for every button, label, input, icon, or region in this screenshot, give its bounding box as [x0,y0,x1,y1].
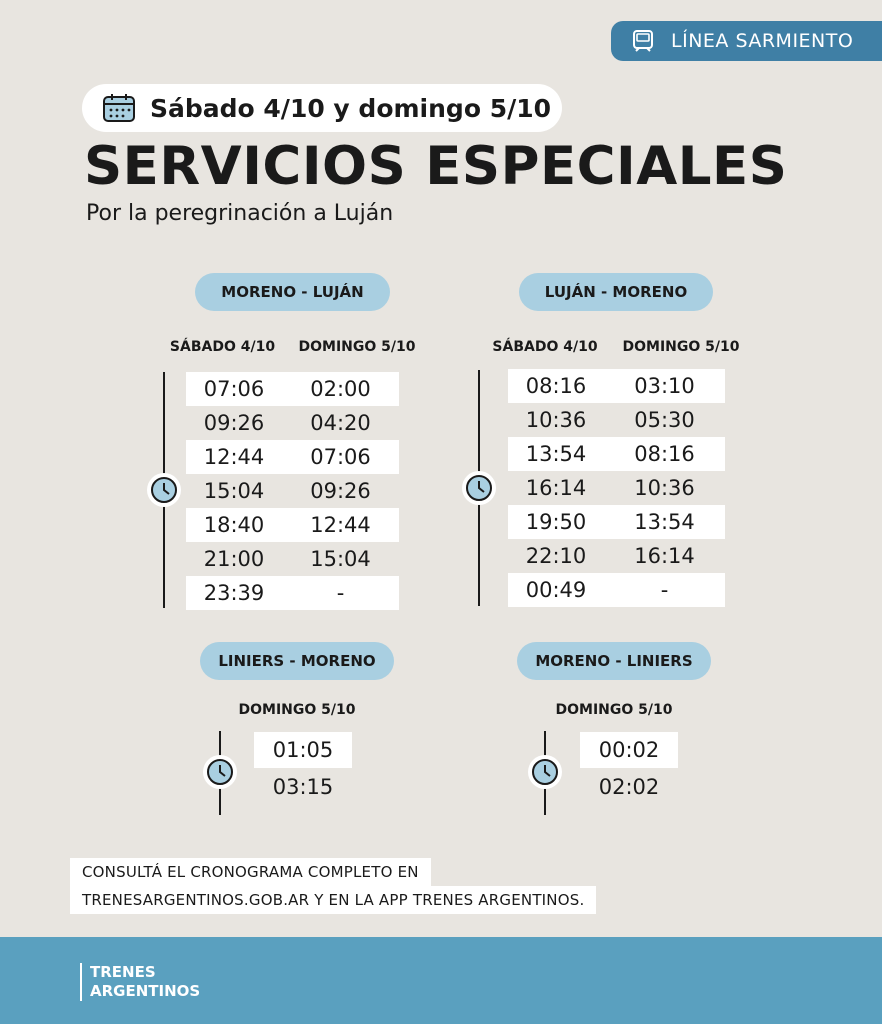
table-row: 00:49- [508,573,725,607]
date-label: Sábado 4/10 y domingo 5/10 [150,93,552,123]
column-header-domingo: DOMINGO 5/10 [238,702,356,718]
schedule-lujan-moreno: 08:16 03:10 10:36 05:30 13:54 08:16 16:14 10… [508,369,725,607]
table-row: 09:26 04:20 [203,411,371,435]
time-cell: 02:02 [598,775,660,799]
table-row: 12:44 07:06 [186,440,399,474]
table-row: 07:06 02:00 [186,372,399,406]
table-row: 16:14 10:36 [525,476,695,500]
brand-line-2: ARGENTINOS [90,982,201,1000]
consult-line-1: CONSULTÁ EL CRONOGRAMA COMPLETO EN [70,858,431,886]
column-header-domingo: DOMINGO 5/10 [622,339,740,355]
time-cell: 03:15 [272,775,334,799]
column-header-sabado: SÁBADO 4/10 [492,339,598,355]
column-header-domingo: DOMINGO 5/10 [555,702,673,718]
line-badge: LÍNEA SARMIENTO [611,21,882,61]
page-title: SERVICIOS ESPECIALES [84,136,788,197]
consult-line-2: TRENESARGENTINOS.GOB.AR Y EN LA APP TREN… [70,886,597,914]
clock-icon [528,755,562,789]
route-pill-moreno-lujan: MORENO - LUJÁN [195,273,390,311]
clock-icon [147,473,181,507]
calendar-icon [103,94,135,122]
train-icon [633,30,653,52]
schedule-moreno-lujan: 07:06 02:00 09:26 04:20 12:44 07:06 15:04 09… [186,372,399,610]
clock-icon [462,471,496,505]
line-badge-label: LÍNEA SARMIENTO [671,30,854,52]
table-row: 18:40 12:44 [186,508,399,542]
table-row: 10:36 05:30 [525,408,695,432]
page-subtitle: Por la peregrinación a Luján [86,201,394,226]
table-row: 23:39- [186,576,399,610]
table-row: 15:04 09:26 [203,479,371,503]
column-header-sabado: SÁBADO 4/10 [169,339,276,355]
route-pill-liniers-moreno: LINIERS - MORENO [200,642,394,680]
table-row: 08:16 03:10 [508,369,725,403]
route-pill-lujan-moreno: LUJÁN - MORENO [519,273,713,311]
clock-icon [203,755,237,789]
table-row: 22:10 16:14 [525,544,695,568]
table-row: 13:54 08:16 [508,437,725,471]
table-row: 21:00 15:04 [203,547,371,571]
date-pill: Sábado 4/10 y domingo 5/10 [82,84,562,132]
time-cell: 00:02 [580,732,678,768]
footer-band [0,937,882,1024]
time-cell: 01:05 [254,732,352,768]
brand-logo: TRENES ARGENTINOS [80,963,200,1001]
route-pill-moreno-liniers: MORENO - LINIERS [517,642,711,680]
brand-line-1: TRENES [90,963,156,981]
column-header-domingo: DOMINGO 5/10 [298,339,416,355]
table-row: 19:50 13:54 [508,505,725,539]
